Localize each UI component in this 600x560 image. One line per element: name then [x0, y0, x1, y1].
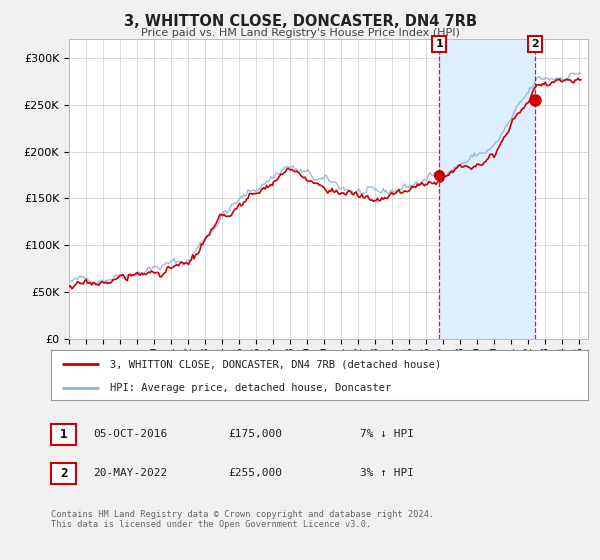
Text: 2: 2 [60, 467, 67, 480]
Text: 3% ↑ HPI: 3% ↑ HPI [360, 468, 414, 478]
Text: 1: 1 [435, 39, 443, 49]
Text: 05-OCT-2016: 05-OCT-2016 [93, 429, 167, 439]
Text: 3, WHITTON CLOSE, DONCASTER, DN4 7RB (detached house): 3, WHITTON CLOSE, DONCASTER, DN4 7RB (de… [110, 359, 442, 369]
Text: 1: 1 [60, 428, 67, 441]
Text: 3, WHITTON CLOSE, DONCASTER, DN4 7RB: 3, WHITTON CLOSE, DONCASTER, DN4 7RB [124, 14, 476, 29]
Text: Contains HM Land Registry data © Crown copyright and database right 2024.
This d: Contains HM Land Registry data © Crown c… [51, 510, 434, 529]
Text: 2: 2 [531, 39, 539, 49]
Text: HPI: Average price, detached house, Doncaster: HPI: Average price, detached house, Donc… [110, 383, 391, 393]
Text: £175,000: £175,000 [228, 429, 282, 439]
Text: Price paid vs. HM Land Registry's House Price Index (HPI): Price paid vs. HM Land Registry's House … [140, 28, 460, 38]
Text: 7% ↓ HPI: 7% ↓ HPI [360, 429, 414, 439]
Bar [439, 39, 535, 339]
Text: 20-MAY-2022: 20-MAY-2022 [93, 468, 167, 478]
Text: £255,000: £255,000 [228, 468, 282, 478]
